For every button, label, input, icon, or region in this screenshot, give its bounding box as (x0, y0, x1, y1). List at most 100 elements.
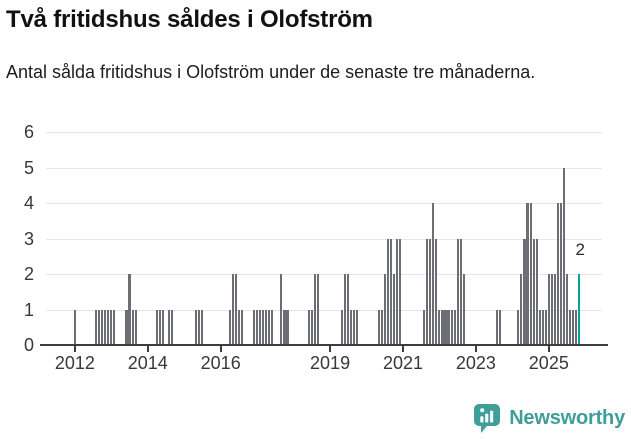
bar (307, 309, 310, 345)
bar (286, 309, 289, 345)
x-tick-2019 (329, 346, 332, 352)
gridline-3 (46, 238, 602, 240)
bar (228, 309, 231, 345)
bar (541, 309, 544, 345)
bar (462, 274, 465, 345)
bar (398, 238, 401, 345)
gridline-2 (46, 274, 602, 275)
plot-area (46, 132, 602, 345)
bar (520, 274, 523, 345)
x-axis-line (40, 344, 608, 346)
bar (438, 309, 441, 345)
bar-latest-highlight (578, 274, 581, 345)
gridline-4 (46, 203, 602, 204)
newsworthy-logo: Newsworthy (473, 403, 625, 434)
bar (523, 238, 526, 345)
bar (128, 274, 131, 345)
bar (167, 309, 171, 345)
bar (310, 309, 313, 345)
bar (562, 167, 566, 345)
bar (426, 238, 429, 345)
bar (432, 203, 435, 345)
bar (353, 309, 356, 345)
bar (265, 309, 268, 345)
bar (161, 309, 164, 345)
bar (234, 274, 237, 345)
bar (450, 309, 453, 345)
bar (259, 309, 262, 345)
y-tick-label-6: 6 (23, 122, 34, 142)
x-tick-2014 (146, 346, 149, 352)
x-tick-2012 (73, 346, 76, 352)
bar (565, 274, 569, 345)
bar (344, 274, 347, 345)
bar (380, 309, 383, 345)
bar (441, 309, 444, 345)
bar (538, 309, 541, 345)
bar (444, 309, 447, 345)
bar (313, 274, 316, 345)
bar (134, 309, 137, 345)
gridline-5 (46, 167, 602, 169)
bar (341, 309, 344, 345)
bar (125, 309, 128, 345)
bar (456, 238, 459, 345)
bar (559, 203, 562, 345)
bar (262, 309, 265, 345)
bar (377, 309, 380, 345)
x-tick-label-2016: 2016 (200, 353, 241, 373)
bar (107, 309, 110, 345)
bar (386, 238, 389, 345)
bar (316, 274, 319, 345)
x-tick-label-2023: 2023 (455, 353, 496, 373)
bar (453, 309, 456, 345)
bar (535, 238, 538, 345)
bar (104, 309, 107, 345)
bar (526, 203, 529, 345)
x-tick-label-2012: 2012 (54, 353, 95, 373)
chart-subtitle: Antal sålda fritidshus i Olofström under… (6, 62, 536, 82)
bar (435, 238, 438, 345)
bar (350, 309, 353, 345)
latest-value-label: 2 (575, 240, 585, 259)
x-tick-2021 (401, 346, 404, 352)
y-tick-label-1: 1 (23, 299, 34, 320)
chart-title: Två fritidshus såldes i Olofström (6, 6, 373, 33)
x-tick-2025 (547, 346, 550, 352)
bar (113, 309, 116, 345)
bar (575, 309, 578, 345)
bar (496, 309, 499, 345)
bar (253, 309, 256, 345)
bar (347, 274, 350, 345)
bar (240, 309, 243, 345)
bar (101, 309, 104, 345)
bar (268, 309, 271, 345)
bar (550, 274, 553, 345)
y-tick-label-3: 3 (23, 228, 34, 249)
bar (98, 309, 101, 345)
y-tick-label-2: 2 (23, 264, 34, 284)
x-tick-label-2025: 2025 (528, 353, 569, 373)
x-tick-2023 (474, 346, 477, 352)
bar (201, 309, 204, 345)
bar (572, 309, 575, 345)
newsworthy-icon (474, 404, 501, 433)
bar (231, 274, 234, 345)
bar (517, 309, 520, 345)
bar (556, 203, 559, 345)
bar (547, 274, 550, 345)
bar (499, 309, 502, 345)
bar (171, 309, 174, 345)
bar (356, 309, 359, 345)
newsworthy-wordmark: Newsworthy (509, 407, 625, 429)
bar (271, 309, 274, 345)
bar (459, 238, 462, 345)
gridline-6 (46, 132, 602, 133)
bar (256, 309, 259, 345)
gridline-1 (46, 309, 602, 311)
bar (195, 309, 198, 345)
bar (95, 309, 98, 345)
bar (73, 309, 76, 345)
y-tick-label-4: 4 (23, 193, 34, 213)
bar (429, 238, 432, 345)
